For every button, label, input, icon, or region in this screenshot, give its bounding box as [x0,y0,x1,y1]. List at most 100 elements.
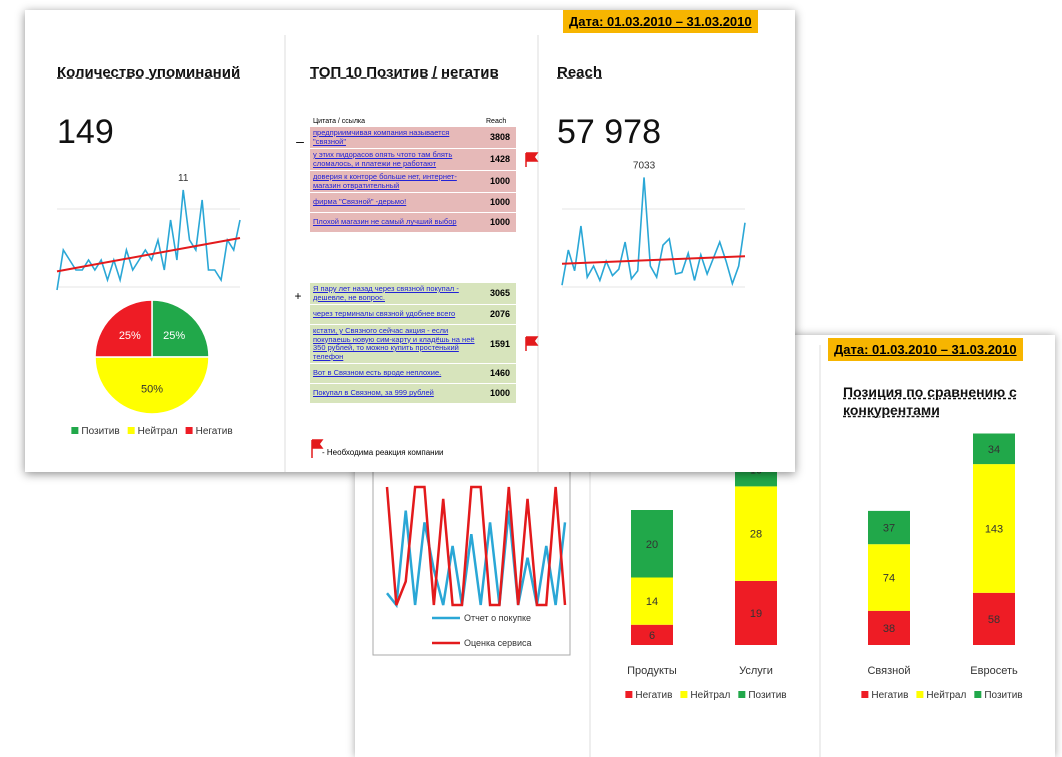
quote-link: Я пару лет назад через связной покупал -… [313,284,459,302]
legend-label: Негатив [635,690,672,701]
reach-value: 2076 [489,309,511,320]
flag-icon [525,151,539,167]
data-label: 37 [883,523,895,535]
data-label: 14 [646,596,658,608]
legend-swatch [974,691,982,698]
reach-value: 1000 [489,388,511,399]
trend-line [56,236,241,273]
reach-value: 3065 [489,288,511,299]
bar-segment [973,592,1015,645]
flag-note: - Необходима реакция компании [322,448,444,457]
data-label: 7033 [633,160,656,171]
pie-slice [151,299,210,358]
date-banner: Дата: 01.03.2010 – 31.03.2010 [828,338,1023,361]
flag-icon [311,439,324,458]
negative-table: предприимчивая компания называется "связ… [310,127,539,232]
pie-slice [94,356,210,415]
data-label: 11 [178,173,189,184]
legend-label: Нейтрал [926,690,966,701]
mentions-title: Количество упоминаний [57,64,241,81]
data-label: 34 [988,444,1000,456]
legend-swatch [738,691,746,698]
quote-row: Плохой магазин не самый лучший выбор 1000 [310,213,516,232]
quote-row: предприимчивая компания называется "связ… [310,127,516,148]
bar-segment [735,486,777,581]
data-label: 19 [750,608,762,620]
bar-segment [735,580,777,645]
quote-link: Плохой магазин не самый лучший выбор [313,217,457,227]
legend-swatch [127,427,135,434]
quote-row: через терминалы связной удобнее всего 207… [310,305,516,324]
quote-link: доверия к конторе больше нет, интернет-м… [313,172,457,190]
bar-segment [868,544,910,611]
legend-label: Негатив [871,690,908,701]
flag-icon [525,336,539,351]
reach-value: 1428 [489,154,511,165]
reach-value: 1460 [489,368,511,379]
data-line [385,485,567,607]
legend-label: Негатив [196,426,233,437]
bar-segment [631,577,673,625]
data-line [561,177,746,287]
quote-link: предприимчивая компания называется "связ… [313,128,450,146]
quote-link: через терминалы связной удобнее всего [313,309,456,319]
legend-label: Позитив [748,690,786,701]
legend-label: Нейтрал [138,426,178,437]
x-tick-label: Продукты [627,665,677,677]
positive-sign: + [294,289,301,303]
data-label: 25% [163,330,185,342]
quote-row: доверия к конторе больше нет, интернет-м… [310,171,516,192]
legend-label: Оценка сервиса [464,638,532,648]
quote-row: кстати, у Связного сейчас акция - если п… [310,325,539,363]
data-line [386,510,567,609]
quote-row: Я пару лет назад через связной покупал -… [310,283,516,304]
quote-row: Покупал в Связном, за 999 рублей 1000 [310,384,516,403]
data-label: 143 [985,523,1003,535]
legend-swatch [71,427,79,434]
quote-row: фирма "Связной" -дерьмо! 1000 [310,193,516,212]
bar-segment [973,464,1015,593]
pie-slice [94,299,153,358]
back-charts: Отчет о покупке Оценка сервиса 6 14 20 Продук… [372,345,1023,757]
date-banner: Дата: 01.03.2010 – 31.03.2010 [563,10,758,33]
flag-shape [525,336,539,351]
data-label: 28 [750,529,762,541]
quote-link: фирма "Связной" -дерьмо! [313,197,407,207]
legend-swatch [916,691,924,698]
back-layer: Отчет о покупке Оценка сервиса 6 14 20 Продук… [355,335,1055,757]
quote-link: Покупал в Связном, за 999 рублей [313,388,434,398]
data-label: 50% [141,383,163,395]
data-label: 58 [988,614,1000,626]
bar-segment [631,624,673,645]
quote-link: у этих пидорасов опять чтото там блять с… [313,150,453,168]
bar-segment [973,433,1015,465]
table-header: Reach [486,118,506,125]
x-tick-label: Евросеть [970,665,1018,677]
data-label: 74 [883,573,895,585]
bar-segment [868,610,910,645]
trend-line [561,255,746,265]
legend-label: Нейтрал [690,690,730,701]
top10-title: ТОП 10 Позитив / негатив [310,64,499,81]
positive-table: Я пару лет назад через связной покупал -… [310,283,539,403]
legend: Негатив Нейтрал Позитив [861,690,1023,701]
legend-label: Позитив [984,690,1022,701]
reach-title: Reach [557,64,603,81]
mentions-total: 149 [57,113,114,151]
quote-link: Вот в Связном есть вроде неплохие. [313,368,442,378]
quote-row: у этих пидорасов опять чтото там блять с… [310,149,539,170]
reach-value: 3808 [489,132,511,143]
legend-swatch [680,691,688,698]
data-line [56,189,241,291]
legend-label: Отчет о покупке [464,613,531,623]
reach-value: 1000 [489,217,511,228]
data-label: 38 [883,623,895,635]
bar-segment [631,510,673,578]
reach-total: 57 978 [557,113,661,151]
negative-sign: – [296,133,304,149]
competitors-title: Позиция по сравнению с конкурентами [843,384,1017,418]
x-tick-label: Услуги [739,665,773,677]
reach-value: 1000 [489,197,511,208]
bar-segment [868,510,910,545]
